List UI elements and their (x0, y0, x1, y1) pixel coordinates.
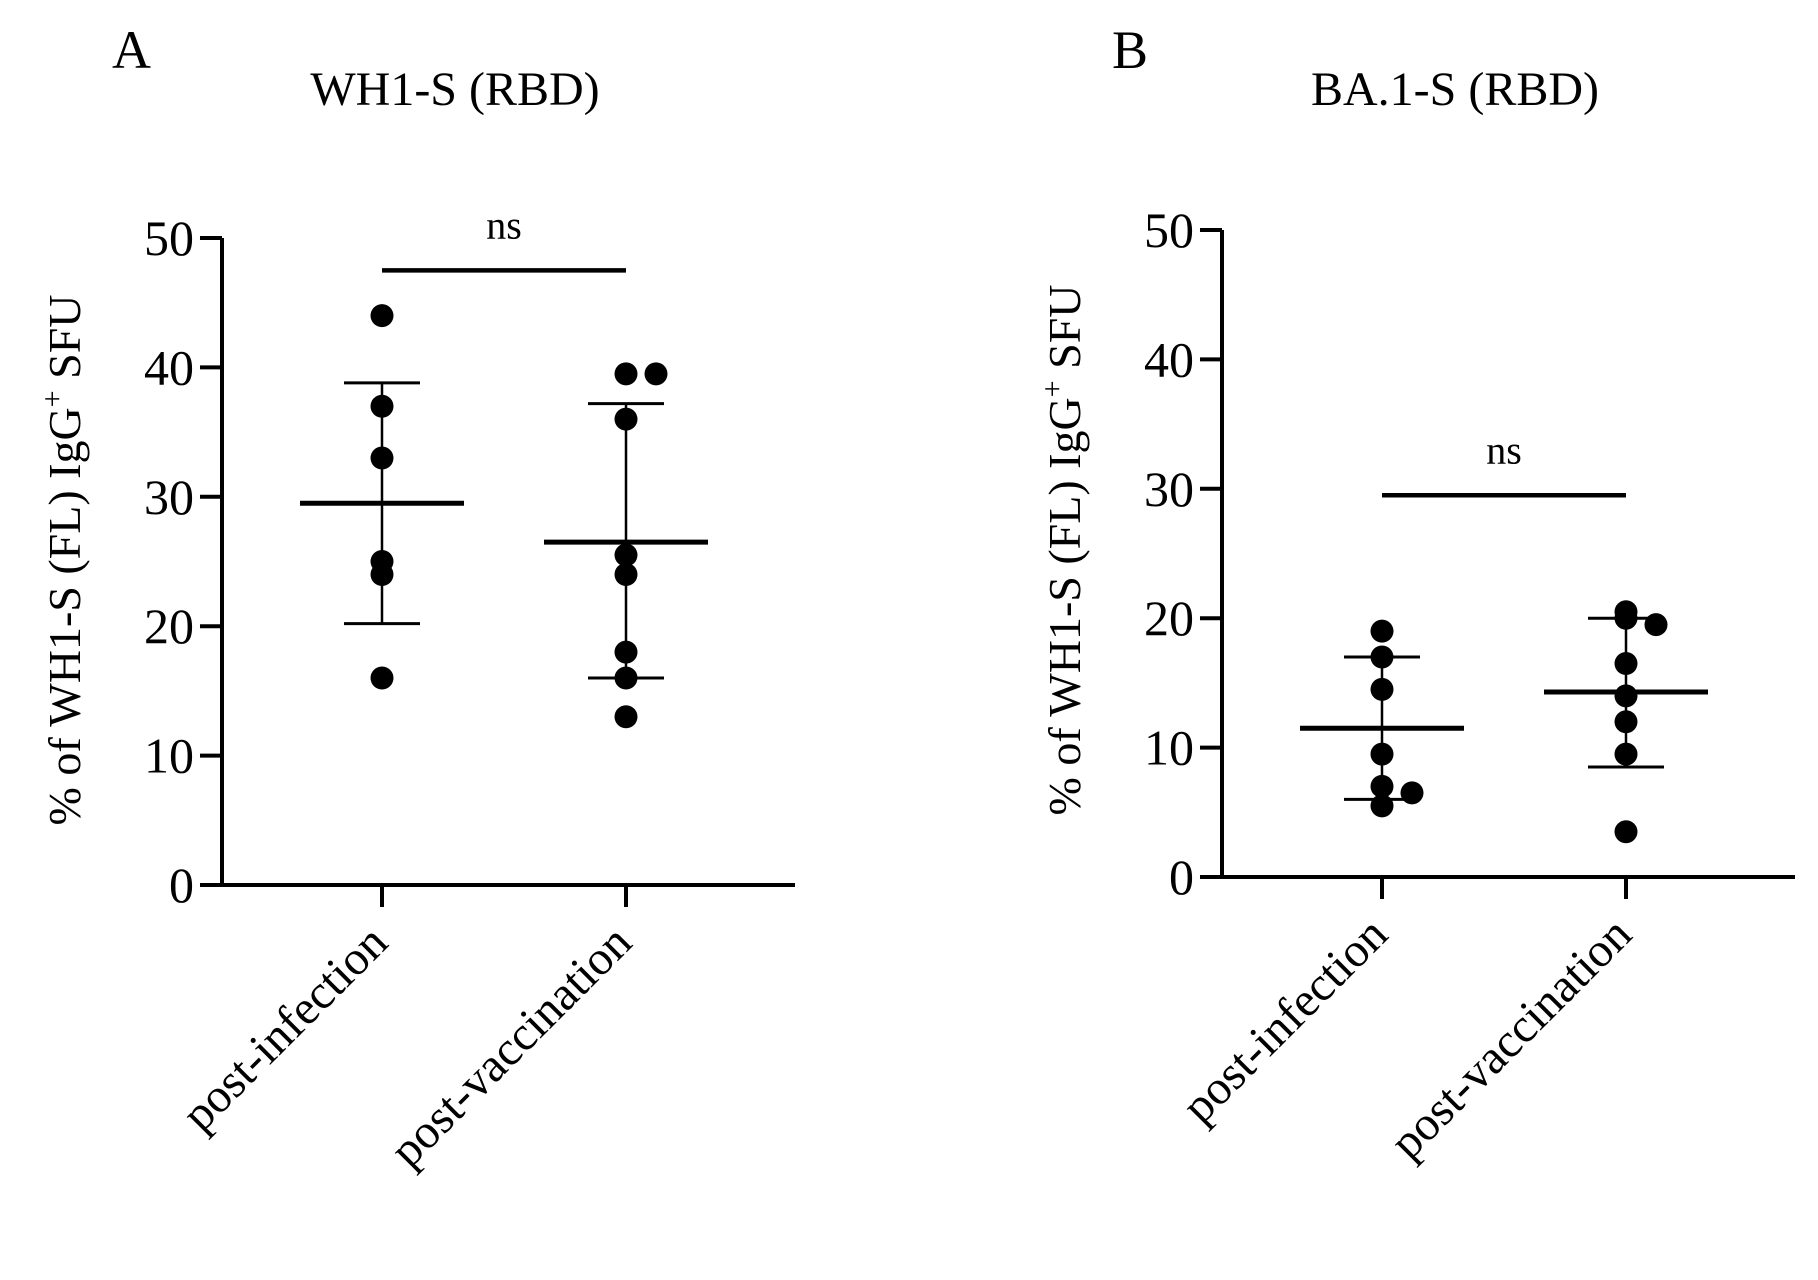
y-tick-label: 40 (1144, 331, 1194, 387)
y-tick-label: 50 (144, 210, 194, 266)
y-axis-label-unit: SFU (1039, 284, 1090, 380)
panel-letter: A (112, 20, 151, 80)
x-tick-label: post-vaccination (1380, 907, 1642, 1169)
data-point (1614, 820, 1638, 844)
plot-area: 0 10 20 30 40 50 post-infectionpost-vaccinatio… (144, 202, 795, 1177)
x-tick-label: post-infection (1172, 907, 1398, 1133)
plot-area: 0 10 20 30 40 50 post-infectionpost-vaccinatio… (1144, 202, 1795, 1169)
significance-label: ns (486, 202, 522, 247)
y-tick-label: 20 (1144, 590, 1194, 646)
y-axis-label-main: % of WH1-S (FL) IgG (1039, 397, 1090, 815)
y-axis-label-main: % of WH1-S (FL) IgG (39, 407, 90, 825)
y-tick-label: 0 (1169, 849, 1194, 905)
y-tick-label: 30 (1144, 461, 1194, 517)
y-tick-label: 10 (144, 728, 194, 784)
data-point (370, 304, 394, 328)
chart-title: BA.1-S (RBD) (1311, 63, 1599, 116)
panel-a: A WH1-S (RBD) % of WH1-S (FL) IgG+ SFU 0… (36, 20, 795, 1177)
data-point (644, 362, 668, 386)
y-tick-label: 40 (144, 339, 194, 395)
data-point (614, 705, 638, 729)
y-axis-label: % of WH1-S (FL) IgG+ SFU (36, 294, 90, 825)
y-tick-label: 10 (1144, 720, 1194, 776)
y-tick-label: 30 (144, 469, 194, 525)
panel-b: B BA.1-S (RBD) % of WH1-S (FL) IgG+ SFU … (1036, 20, 1795, 1169)
significance-label: ns (1486, 427, 1522, 472)
y-axis-label-unit: SFU (39, 294, 90, 390)
panel-letter: B (1112, 20, 1148, 80)
chart-title: WH1-S (RBD) (310, 63, 599, 116)
x-tick-label: post-infection (172, 915, 398, 1141)
data-point (614, 362, 638, 386)
y-axis-label: % of WH1-S (FL) IgG+ SFU (1036, 284, 1090, 815)
y-axis-label-superscript: + (1036, 380, 1069, 397)
y-tick-label: 20 (144, 598, 194, 654)
data-point (1370, 619, 1394, 643)
x-tick-label: post-vaccination (380, 915, 642, 1177)
data-point (1644, 613, 1668, 637)
y-axis-label-superscript: + (36, 390, 69, 407)
y-tick-label: 0 (169, 857, 194, 913)
y-tick-label: 50 (1144, 202, 1194, 258)
data-point (370, 666, 394, 690)
data-point (1400, 781, 1424, 805)
